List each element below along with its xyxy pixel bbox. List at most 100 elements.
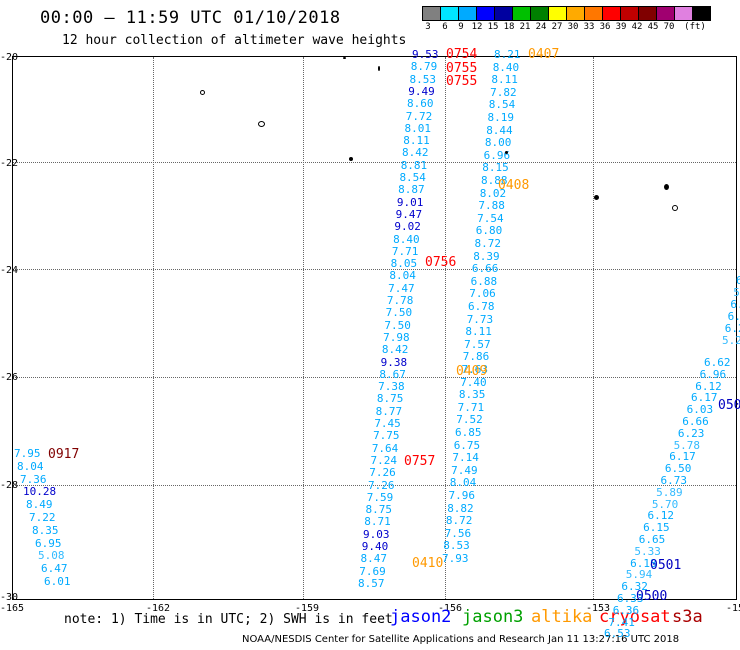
swh-value-track-d: 5.94 (625, 568, 653, 582)
swh-value-track-b: 8.40 (492, 60, 520, 74)
colorbar-label: 18 (503, 22, 515, 32)
swh-value-track-e: 6 (736, 274, 740, 287)
grid-line-vertical (153, 57, 154, 599)
island-marker (672, 205, 678, 211)
swh-value-track-b: 8.04 (449, 476, 477, 490)
colorbar-swatch (638, 6, 657, 21)
colorbar-swatch (476, 6, 495, 21)
swh-value-track-e: 5.29 (722, 334, 740, 347)
swh-value-track-d: 5.78 (673, 438, 701, 452)
swh-value-track-a: 8.54 (399, 171, 426, 184)
swh-value-track-b: 6.75 (453, 438, 481, 452)
swh-value-track-b: 7.40 (460, 375, 487, 389)
swh-value-track-c: 6.01 (44, 575, 71, 588)
legend-entry: jason2 (390, 607, 452, 627)
lat-tick-label: -28 (0, 480, 19, 491)
swh-value-track-d: 6.53 (604, 627, 631, 641)
pass-time-label: 0409 (456, 364, 488, 379)
swh-value-track-c: 8.49 (26, 498, 53, 512)
swh-value-track-d: 6.50 (664, 462, 692, 476)
swh-value-track-a: 8.60 (406, 97, 434, 111)
swh-value-track-a: 7.98 (383, 330, 410, 344)
swh-value-track-a: 7.59 (366, 490, 394, 504)
colorbar-label: 33 (583, 22, 595, 32)
colorbar-label: 45 (647, 22, 659, 32)
swh-value-track-a: 7.26 (368, 478, 395, 492)
legend-entry: altika (531, 607, 593, 627)
pass-time-label: 0408 (498, 178, 530, 193)
swh-value-track-a: 8.42 (401, 146, 429, 160)
swh-value-track-c: 7.22 (29, 511, 56, 524)
swh-value-track-b: 8.11 (465, 325, 492, 339)
legend-entry: jason3 (462, 607, 524, 627)
swh-value-track-a: 7.26 (369, 466, 396, 480)
pass-time-label: 0754 (446, 47, 478, 62)
swh-value-track-d: 6.12 (647, 509, 674, 523)
swh-value-track-b: 7.73 (466, 312, 494, 326)
swh-value-track-a: 9.38 (380, 355, 408, 369)
swh-value-track-c: 7.36 (20, 472, 47, 486)
colorbar-swatch (584, 6, 603, 21)
footnote: note: 1) Time is in UTC; 2) SWH is in fe… (64, 612, 393, 627)
swh-value-track-a: 8.53 (409, 72, 436, 86)
colorbar-swatch (458, 6, 477, 21)
swh-value-track-b: 7.52 (456, 413, 483, 427)
colorbar-swatch (692, 6, 711, 21)
colorbar-swatch (566, 6, 585, 21)
swh-value-track-b: 8.72 (474, 237, 502, 250)
swh-value-track-b: 8.54 (488, 98, 516, 112)
swh-value-track-a: 8.42 (381, 343, 409, 357)
swh-value-track-d: 6.18 (630, 556, 657, 570)
colorbar-swatch (620, 6, 639, 21)
pass-time-label: 0756 (425, 255, 457, 270)
swh-value-track-b: 8.82 (447, 501, 474, 515)
island-marker (664, 184, 669, 190)
swh-value-track-c: 10.28 (23, 485, 57, 499)
swh-value-track-b: 8.00 (484, 136, 512, 150)
swh-value-track-a: 8.04 (389, 269, 416, 283)
swh-value-track-a: 7.47 (388, 281, 415, 295)
swh-value-track-e: 5. (733, 286, 740, 299)
pass-time-label: 0917 (48, 447, 80, 462)
island-marker (505, 151, 508, 154)
swh-value-track-a: 9.40 (361, 540, 389, 553)
swh-value-track-d: 6.15 (643, 521, 670, 535)
pass-time-label: 0755 (446, 61, 478, 76)
lat-tick-label: -26 (0, 372, 19, 383)
colorbar-swatch (548, 6, 567, 21)
grid-line-vertical (303, 57, 304, 599)
swh-value-track-c: 7.95 (14, 447, 41, 460)
chart-title: 00:00 – 11:59 UTC 01/10/2018 (40, 8, 341, 28)
swh-value-track-a: 8.75 (365, 503, 393, 517)
pass-time-label: 0755 (446, 74, 478, 89)
colorbar-label: 6 (442, 22, 448, 32)
swh-value-track-b: 8.19 (487, 111, 515, 124)
swh-value-track-a: 8.57 (358, 576, 385, 590)
colorbar-label: 27 (551, 22, 563, 32)
swh-value-track-d: 6.12 (695, 379, 722, 393)
swh-value-track-d: 6.17 (690, 391, 718, 405)
swh-value-track-d: 5.33 (634, 544, 661, 558)
swh-value-track-d: 6.33 (617, 592, 644, 605)
map-plot-area (12, 56, 737, 600)
wave-height-colorbar (422, 6, 711, 21)
swh-value-track-b: 7.49 (451, 463, 478, 477)
swh-value-track-c: 6.47 (41, 562, 68, 576)
swh-value-track-e: 6.45 (727, 310, 740, 323)
island-marker (349, 157, 353, 161)
colorbar-swatch (674, 6, 693, 21)
colorbar-swatch (422, 6, 441, 21)
swh-value-track-a: 7.75 (373, 429, 400, 443)
swh-value-track-a: 8.11 (403, 134, 430, 148)
swh-value-track-b: 6.80 (475, 224, 503, 238)
colorbar-label: 24 (535, 22, 547, 32)
pass-time-label: 0501 (650, 558, 682, 573)
chart-subtitle: 12 hour collection of altimeter wave hei… (62, 33, 407, 48)
swh-value-track-d: 6.65 (638, 533, 666, 546)
swh-value-track-b: 7.93 (442, 552, 469, 565)
swh-value-track-a: 8.40 (393, 232, 420, 246)
swh-value-track-d: 6.62 (704, 356, 731, 369)
swh-value-track-b: 8.53 (443, 539, 470, 553)
island-marker (343, 57, 346, 59)
lon-tick-label: -159 (295, 603, 320, 614)
